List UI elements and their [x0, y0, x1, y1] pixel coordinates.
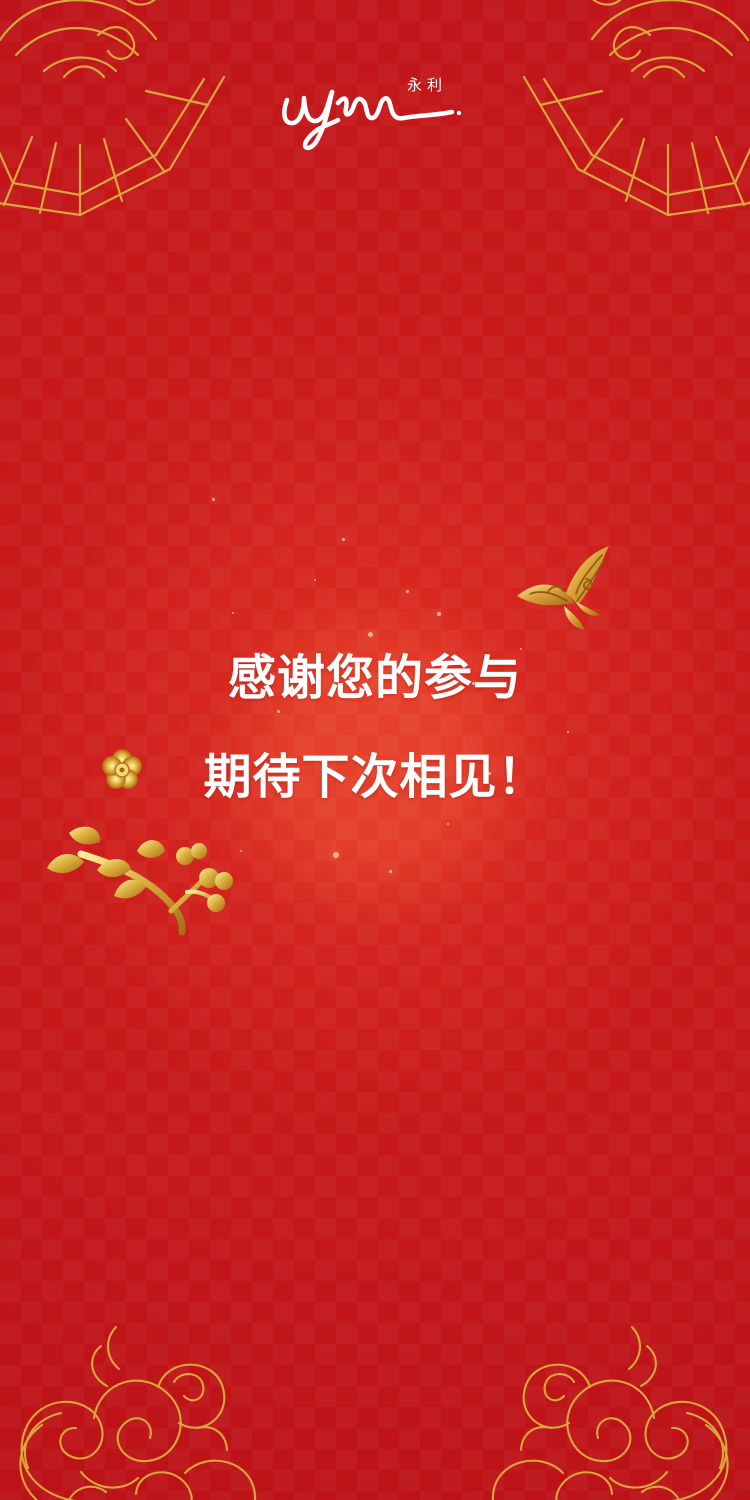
wynn-chinese-name: 永利 [407, 76, 448, 94]
butterfly-icon [517, 546, 609, 630]
top-left-fan-ornament [0, 0, 226, 217]
wynn-logo: 永利 [280, 72, 470, 154]
plum-blossom-icon [102, 749, 142, 789]
wynn-script-logo [282, 89, 462, 150]
see-you-next-time-message: 期待下次相见！ [203, 749, 547, 805]
bottom-left-cloud-ornament [19, 1325, 257, 1500]
thank-you-message: 感谢您的参与 [227, 650, 522, 706]
gold-branch-icon [47, 826, 233, 936]
bottom-right-cloud-ornament [491, 1325, 729, 1500]
top-right-fan-ornament [522, 0, 750, 217]
